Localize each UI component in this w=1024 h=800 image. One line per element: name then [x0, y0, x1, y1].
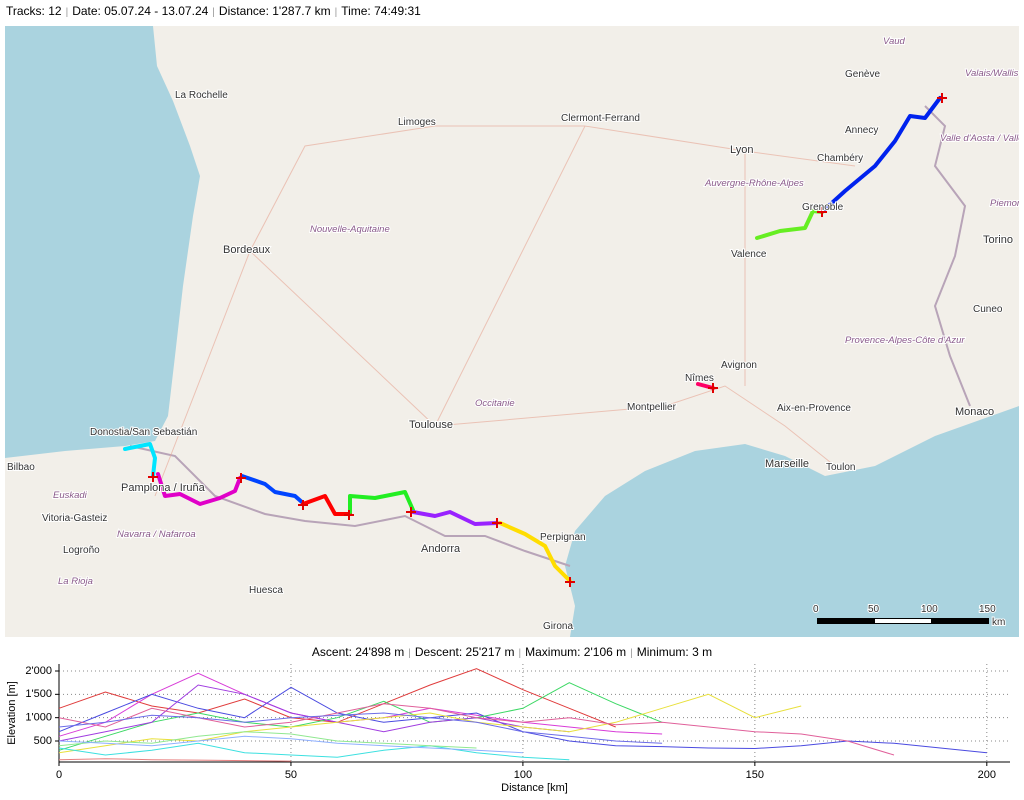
map: La Rochelle Limoges Clermont-Ferrand Lyo…	[5, 26, 1019, 637]
scale-label: 50	[868, 604, 880, 615]
elevation-line	[58, 682, 663, 751]
stat: Descent: 25'217 m	[414, 645, 515, 659]
map-label: Huesca	[249, 585, 283, 596]
roads	[154, 125, 856, 497]
stat: Time: 74:49:31	[341, 4, 421, 18]
scale-label: 0	[813, 604, 819, 615]
y-tick-label: 500	[34, 735, 52, 747]
map-label: Provence-Alpes-Côte d'Azur	[845, 335, 965, 346]
stat: Ascent: 24'898 m	[311, 645, 405, 659]
x-tick-label: 100	[514, 769, 532, 781]
separator: |	[212, 7, 215, 18]
map-label: Genève	[845, 69, 880, 80]
header: Tracks: 12 | Date: 05.07.24 - 13.07.24 | Dis…	[6, 4, 421, 18]
separator: |	[65, 7, 69, 18]
elevation-line	[58, 668, 616, 728]
borders	[129, 105, 971, 567]
stat: Date: 05.07.24 - 13.07.24	[72, 4, 209, 18]
map-label: Perpignan	[540, 532, 586, 543]
map-label: Nouvelle-Aquitaine	[310, 224, 390, 235]
elevation-line	[58, 758, 292, 762]
x-axis-label: Distance [km]	[501, 782, 568, 794]
x-tick-label: 150	[746, 769, 764, 781]
elevation-line	[58, 672, 663, 737]
map-label: Piemonte	[990, 198, 1019, 209]
map-label: Pamplona / Iruña	[121, 482, 206, 494]
separator: |	[408, 648, 411, 659]
stat: Tracks: 12	[6, 4, 62, 18]
map-label: Vaud	[883, 36, 906, 47]
map-label: Valais/Wallis	[965, 68, 1019, 79]
y-tick-label: 1'000	[25, 712, 52, 724]
elevation-line	[58, 735, 523, 754]
map-label: La Rochelle	[175, 90, 228, 101]
map-label: Limoges	[398, 117, 436, 128]
mediterranean	[565, 406, 1019, 637]
map-label: Euskadi	[53, 490, 88, 501]
separator: |	[334, 7, 338, 18]
map-label: Monaco	[955, 406, 994, 418]
map-label: Montpellier	[627, 402, 677, 413]
separator: |	[518, 648, 522, 659]
y-tick-label: 1'500	[25, 688, 52, 700]
map-label: Torino	[983, 234, 1013, 246]
map-label: Bilbao	[7, 462, 35, 473]
map-label: Donostia/San Sebastián	[90, 427, 197, 438]
map-label: Lyon	[730, 144, 753, 156]
map-label: Valle d'Aosta / Vallée d'Aoste	[940, 133, 1019, 144]
tracks	[123, 96, 942, 583]
map-label: Avignon	[721, 360, 757, 371]
stats: Ascent: 24'898 m | Descent: 25'217 m | Maxim…	[0, 645, 1024, 659]
map-label: Auvergne-Rhône-Alpes	[704, 178, 804, 189]
elevation-line	[58, 731, 477, 749]
elevation-line	[58, 712, 663, 744]
elevation-line	[58, 693, 802, 754]
x-tick-label: 200	[978, 769, 996, 781]
separator: |	[630, 648, 633, 659]
y-axis-label: Elevation [m]	[6, 681, 18, 745]
stat: Maximum: 2'106 m	[525, 645, 627, 659]
scale-label: km	[992, 617, 1005, 628]
x-tick-label: 50	[285, 769, 297, 781]
map-label: Cuneo	[973, 304, 1003, 315]
elevation-line	[58, 703, 895, 756]
map-label: Nîmes	[685, 373, 714, 384]
map-label: Toulouse	[409, 419, 453, 431]
elevation-line	[58, 684, 570, 742]
y-tick-label: 2'000	[25, 665, 52, 677]
scale-label: 150	[979, 604, 996, 615]
stat: Minimum: 3 m	[636, 645, 713, 659]
map-label: Girona	[543, 621, 573, 632]
map-label: La Rioja	[58, 576, 93, 587]
map-label: Valence	[731, 249, 767, 260]
x-tick-label: 0	[56, 769, 62, 781]
scale-bar: 0 50 100 150 km	[812, 603, 1006, 629]
scale-label: 100	[921, 604, 938, 615]
map-label: Andorra	[421, 543, 461, 555]
map-label: Aix-en-Provence	[777, 403, 851, 414]
map-label: Occitanie	[475, 398, 515, 409]
map-label: Vitoria-Gasteiz	[42, 513, 107, 524]
atlantic	[5, 26, 200, 458]
scale-bar-segment	[875, 619, 931, 623]
elevation-line	[58, 742, 570, 761]
map-label: Bordeaux	[223, 244, 271, 256]
map-label: Logroño	[63, 545, 100, 556]
map-label: Grenoble	[802, 202, 844, 213]
map-label: Toulon	[826, 462, 855, 473]
map-label: Marseille	[765, 458, 809, 470]
map-label: Chambéry	[817, 153, 863, 164]
track-markers	[148, 93, 947, 587]
map-label: Clermont-Ferrand	[561, 113, 640, 124]
map-label: Annecy	[845, 125, 878, 136]
elevation-line	[58, 686, 987, 754]
map-label: Navarra / Nafarroa	[117, 529, 196, 540]
stat: Distance: 1'287.7 km	[218, 4, 331, 18]
